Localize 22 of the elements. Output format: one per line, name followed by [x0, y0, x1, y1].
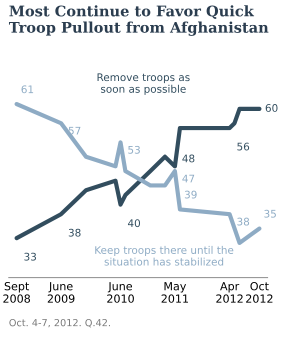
x-tick-label: May 2011	[162, 282, 188, 303]
data-label: 38	[68, 228, 81, 237]
data-label: 56	[237, 142, 250, 150]
data-label: 47	[182, 174, 194, 182]
text: Oct. 4-7, 2012. Q.42.	[9, 318, 110, 328]
data-label: 33	[24, 252, 36, 261]
data-label: 39	[184, 190, 197, 199]
data-label: 38	[237, 218, 250, 226]
x-tick-label: June 2009	[48, 282, 74, 303]
data-label: 61	[22, 85, 34, 94]
data-label: 35	[264, 210, 276, 218]
x-tick-label: Oct 2012	[246, 282, 272, 303]
x-tick-label: Apr 2012	[216, 282, 243, 303]
data-label: 40	[128, 219, 140, 228]
data-label: 60	[266, 104, 278, 112]
data-label: 53	[128, 146, 140, 154]
x-tick-label: June 2010	[107, 282, 134, 303]
x-tick-label: Sept 2008	[3, 282, 30, 303]
text: Remove troops as soon as possible	[98, 73, 190, 95]
data-label: 48	[182, 154, 194, 162]
chart-title: Most Continue to Favor Quick Troop Pullout from Afghanistan	[8, 5, 268, 36]
series-label: Keep troops there until the situation has stabilized	[95, 246, 234, 266]
